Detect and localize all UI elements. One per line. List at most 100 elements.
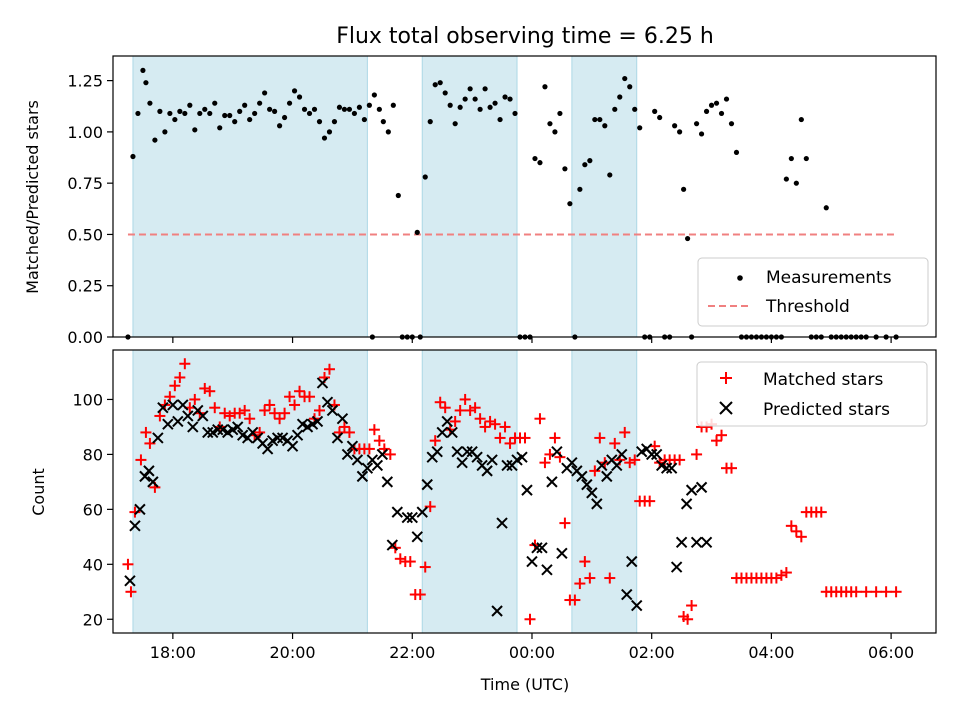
measurement-point <box>143 80 149 86</box>
matched-star-point <box>140 426 152 438</box>
measurement-point <box>371 92 377 98</box>
matched-star-point <box>569 594 581 606</box>
predicted-star-point <box>361 462 374 474</box>
predicted-star-point <box>376 448 389 461</box>
bottom-legend-box <box>696 361 928 427</box>
bottom-y-tick-label: 80 <box>83 445 103 464</box>
measurement-point <box>385 129 391 135</box>
matched-star-point <box>274 413 286 425</box>
matched-star-point <box>269 407 281 419</box>
bottom-x-axis-label: Time (UTC) <box>480 675 569 694</box>
predicted-star-point <box>197 410 209 422</box>
measurement-point <box>182 110 188 117</box>
predicted-star-point <box>381 476 394 488</box>
matched-star-point <box>439 402 451 414</box>
measurement-point <box>351 110 358 117</box>
predicted-legend-label: Predicted stars <box>763 400 890 420</box>
matched-star-point <box>594 432 606 444</box>
matched-star-point <box>454 404 466 416</box>
predicted-star-point <box>471 451 483 463</box>
measurement-point <box>281 114 288 121</box>
measurement-point <box>627 84 633 90</box>
top-y-tick-label: 0.75 <box>67 174 103 193</box>
matched-star-point <box>534 413 546 425</box>
measurement-point <box>247 116 253 123</box>
matched-star-point <box>619 426 631 438</box>
matched-star-point <box>474 413 486 425</box>
matched-star-point <box>434 396 446 408</box>
predicted-star-point <box>321 396 334 408</box>
matched-star-point <box>363 443 375 455</box>
predicted-star-point <box>541 564 553 576</box>
predicted-star-point <box>356 470 369 483</box>
top-legend: Measurements Threshold <box>697 257 929 327</box>
measurement-point <box>602 123 608 129</box>
predicted-star-point <box>431 445 443 458</box>
measurement-point <box>622 75 628 82</box>
matched-star-point <box>264 399 276 411</box>
bottom-x-tick-label: 18:00 <box>150 643 196 662</box>
predicted-star-point <box>134 503 146 516</box>
matched-star-point <box>135 454 147 466</box>
predicted-star-point <box>631 599 643 612</box>
measurement-point <box>607 172 613 178</box>
measurement-point <box>232 119 238 125</box>
matched-star-point <box>209 402 221 414</box>
measurement-point <box>698 131 705 137</box>
matched-star-point <box>649 440 661 452</box>
measurement-point <box>267 106 273 112</box>
measurement-point <box>452 121 458 127</box>
matched-star-point <box>304 391 316 403</box>
predicted-star-point <box>601 470 613 483</box>
predicted-star-point <box>139 470 151 483</box>
measurement-point <box>252 110 258 117</box>
measurement-point <box>532 155 538 162</box>
top-y-ticks: 0.00 0.25 0.50 0.75 1.00 1.25 <box>67 72 113 347</box>
measurement-point <box>567 201 573 207</box>
measurement-point <box>422 174 428 180</box>
predicted-star-point <box>124 575 136 587</box>
predicted-star-point <box>621 588 633 601</box>
predicted-star-point <box>341 448 354 461</box>
measurement-point <box>341 106 348 112</box>
measurement-point <box>217 125 223 131</box>
chart-title: Flux total observing time = 6.25 h <box>336 24 714 49</box>
measurement-point <box>557 110 563 117</box>
measurement-point <box>356 104 363 110</box>
measurement-point <box>336 104 343 110</box>
measurement-point <box>301 106 308 112</box>
matched-star-point <box>244 413 256 425</box>
matched-star-point <box>549 432 561 444</box>
matched-star-point <box>574 578 586 590</box>
top-plot-frame <box>112 55 937 338</box>
top-shaded-interval <box>571 55 638 338</box>
predicted-star-point <box>386 539 399 551</box>
measurement-point <box>311 106 318 112</box>
predicted-star-point <box>650 448 663 461</box>
bottom-x-tick-label: 22:00 <box>389 643 435 662</box>
measurement-point <box>286 100 293 106</box>
predicted-star-point <box>406 511 418 524</box>
predicted-star-point <box>311 415 324 428</box>
measurement-point <box>547 121 553 127</box>
predicted-star-point <box>231 421 244 433</box>
predicted-star-point <box>645 448 658 461</box>
predicted-star-point <box>700 536 713 549</box>
matched-star-point <box>711 435 723 447</box>
predicted-star-point <box>182 410 194 422</box>
top-shaded-intervals <box>132 55 638 338</box>
predicted-star-point <box>411 531 423 543</box>
matched-star-point <box>373 435 385 447</box>
matched-star-point <box>129 506 141 518</box>
top-y-tick-label: 0.00 <box>67 328 103 347</box>
matched-star-point <box>469 402 481 414</box>
measurement-point <box>291 88 298 94</box>
measurement-point <box>507 96 513 102</box>
predicted-star-point <box>626 555 638 568</box>
measurement-point <box>652 108 658 114</box>
matched-star-point <box>429 435 441 447</box>
bottom-x-tick-label: 04:00 <box>748 643 794 662</box>
measurement-point <box>617 94 623 100</box>
measurement-point <box>437 80 443 86</box>
